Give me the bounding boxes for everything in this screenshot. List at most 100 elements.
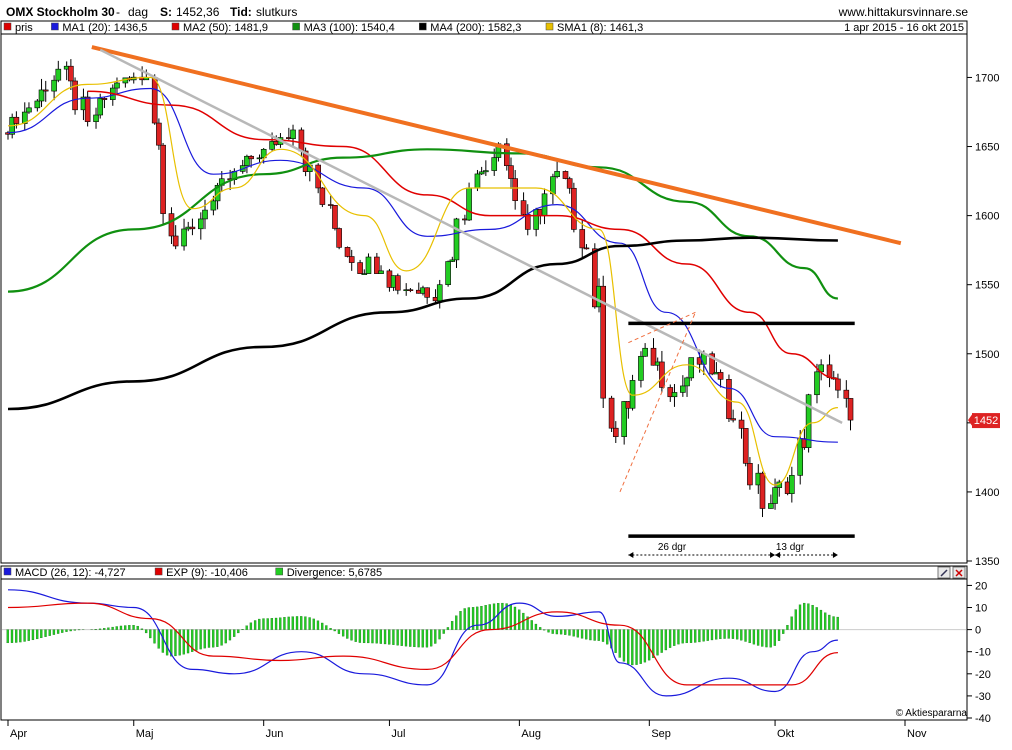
divergence-bar (296, 616, 298, 629)
divergence-bar (690, 630, 692, 643)
divergence-bar (464, 608, 466, 629)
y-tick-label: 1550 (975, 280, 999, 292)
divergence-bar (267, 618, 269, 629)
period-value: dag (128, 5, 148, 19)
divergence-bar (728, 630, 730, 639)
divergence-bar (703, 630, 705, 642)
brand-label: © Aktiespararna (896, 708, 968, 719)
divergence-bar (367, 630, 369, 643)
divergence-bar (774, 630, 776, 646)
divergence-bar (589, 630, 591, 640)
divergence-bar (388, 630, 390, 645)
legend-item: pris (15, 22, 33, 34)
y-tick-label: -40 (975, 713, 991, 725)
divergence-bar (677, 630, 679, 645)
divergence-bar (757, 630, 759, 646)
divergence-bar (627, 630, 629, 664)
divergence-bar (137, 626, 139, 629)
legend-item: MA4 (200): 1582,3 (430, 22, 521, 34)
divergence-bar (816, 607, 818, 629)
legend-swatch (4, 568, 11, 575)
macd-legend-bar (1, 566, 967, 579)
divergence-bar (61, 630, 63, 633)
divergence-bar (212, 630, 214, 648)
divergence-bar (309, 618, 311, 630)
divergence-bar (443, 630, 445, 634)
divergence-bar (74, 630, 76, 631)
divergence-bar (480, 606, 482, 629)
candle (743, 428, 748, 466)
divergence-bar (581, 630, 583, 639)
divergence-bar (493, 604, 495, 630)
legend-swatch (172, 23, 179, 30)
divergence-bar (53, 630, 55, 635)
divergence-bar (262, 619, 264, 630)
divergence-bar (682, 630, 684, 644)
candle (630, 375, 635, 411)
title-separator: - (116, 5, 120, 19)
divergence-bar (183, 630, 185, 655)
divergence-bar (405, 630, 407, 647)
divergence-bar (124, 626, 126, 630)
divergence-bar (313, 619, 315, 630)
divergence-bar (57, 630, 59, 634)
divergence-bar (28, 630, 30, 641)
divergence-bar (833, 617, 835, 630)
divergence-bar (447, 627, 449, 629)
x-tick-label: Aug (521, 728, 541, 740)
y-tick-label: 20 (975, 580, 987, 592)
divergence-bar (158, 630, 160, 649)
divergence-bar (451, 621, 453, 629)
divergence-bar (397, 630, 399, 646)
last-price-label: 1452 (974, 415, 998, 427)
divergence-bar (107, 628, 109, 630)
divergence-bar (330, 628, 332, 629)
divergence-bar (573, 630, 575, 637)
x-tick-label: Apr (10, 728, 27, 740)
divergence-bar (594, 630, 596, 641)
candle (337, 228, 342, 250)
divergence-bar (803, 603, 805, 630)
divergence-bar (434, 630, 436, 644)
y-tick-label: -20 (975, 669, 991, 681)
y-tick-label: 0 (975, 625, 981, 637)
divergence-bar (15, 630, 17, 643)
date-range: 1 apr 2015 - 16 okt 2015 (844, 22, 964, 34)
site-link[interactable]: www.hittakursvinnare.se (838, 5, 969, 19)
legend-swatch (51, 23, 58, 30)
left-span-label: 26 dgr (658, 542, 687, 553)
candle (73, 77, 78, 114)
divergence-bar (795, 610, 797, 630)
legend-swatch (4, 23, 11, 30)
divergence-bar (380, 630, 382, 644)
candle (609, 396, 614, 432)
divergence-bar (539, 627, 541, 629)
candle (563, 171, 568, 180)
divergence-bar (363, 630, 365, 643)
divergence-bar (485, 605, 487, 629)
divergence-bar (548, 630, 550, 633)
divergence-bar (799, 605, 801, 630)
x-tick-label: Jul (391, 728, 405, 740)
y-tick-label: 10 (975, 603, 987, 615)
chart-title: OMX Stockholm 30 (6, 5, 115, 19)
divergence-bar (765, 630, 767, 647)
divergence-bar (644, 630, 646, 663)
divergence-bar (778, 630, 780, 641)
divergence-bar (786, 625, 788, 629)
divergence-bar (45, 630, 47, 637)
divergence-bar (166, 630, 168, 656)
divergence-bar (304, 617, 306, 630)
divergence-bar (791, 617, 793, 630)
divergence-bar (560, 630, 562, 635)
divergence-bar (531, 620, 533, 629)
candle (710, 351, 715, 375)
legend-item: EXP (9): -10,406 (166, 567, 248, 579)
last-label: S: (160, 5, 172, 19)
divergence-bar (216, 630, 218, 647)
divergence-bar (686, 630, 688, 643)
divergence-bar (317, 621, 319, 630)
x-tick-label: Jun (266, 728, 284, 740)
divergence-bar (359, 630, 361, 643)
divergence-bar (711, 630, 713, 640)
